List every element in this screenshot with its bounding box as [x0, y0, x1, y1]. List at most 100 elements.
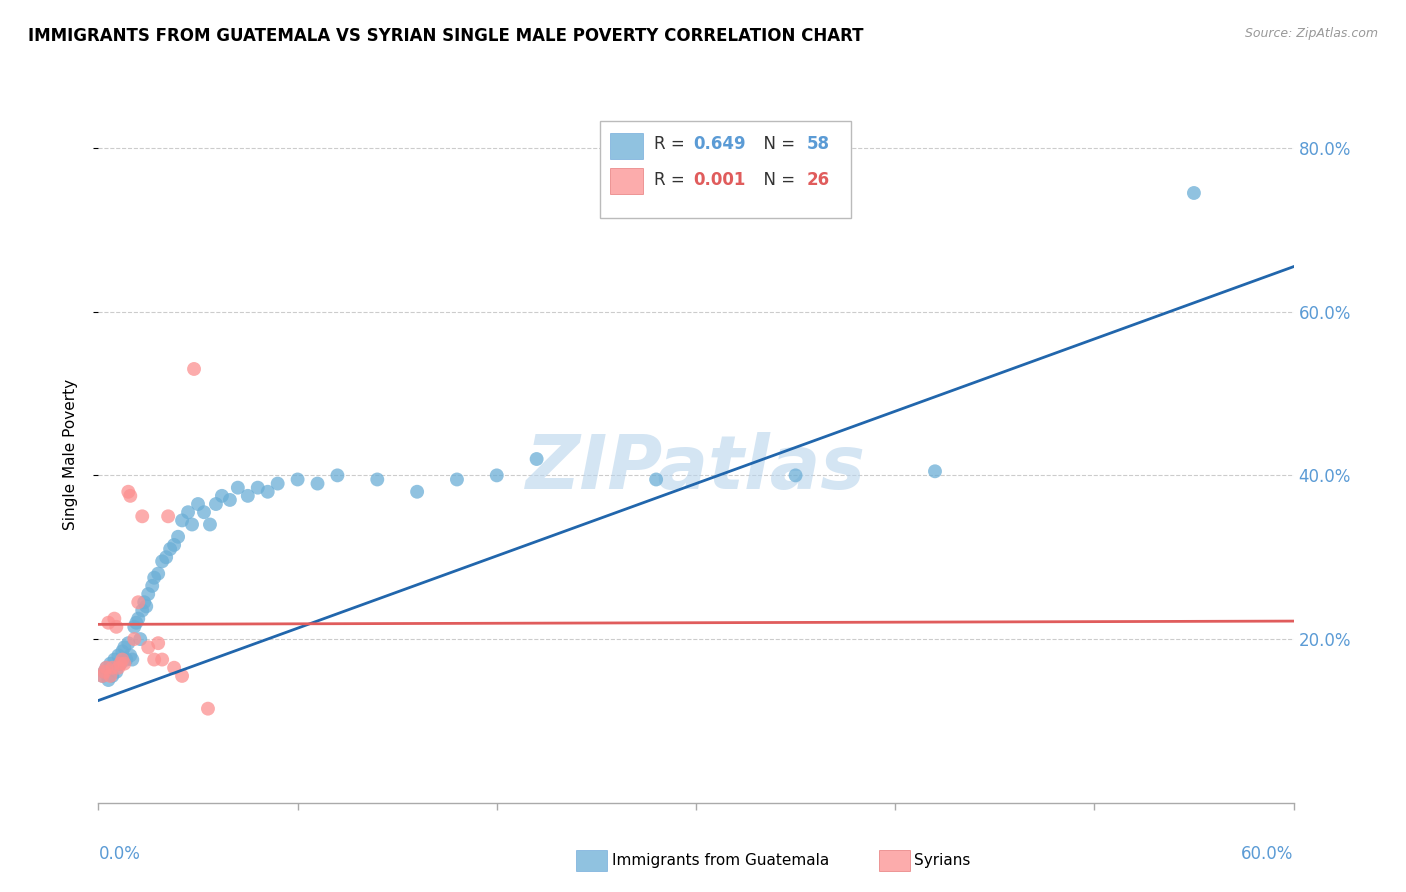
- Text: N =: N =: [754, 171, 800, 189]
- Point: [485, 468, 508, 483]
- Point: [117, 484, 139, 499]
- Point: [163, 538, 186, 552]
- Point: [1182, 186, 1205, 200]
- FancyBboxPatch shape: [610, 133, 644, 159]
- Point: [103, 612, 125, 626]
- Point: [155, 550, 177, 565]
- Text: 0.649: 0.649: [693, 135, 747, 153]
- Point: [157, 509, 180, 524]
- Text: Syrians: Syrians: [914, 854, 970, 868]
- Point: [110, 657, 132, 671]
- Point: [96, 661, 118, 675]
- Point: [526, 452, 548, 467]
- Point: [307, 476, 329, 491]
- Point: [131, 509, 153, 524]
- Point: [125, 615, 148, 630]
- Point: [924, 464, 946, 478]
- Point: [112, 657, 135, 671]
- Point: [105, 665, 128, 679]
- Text: ZIPatlas: ZIPatlas: [526, 433, 866, 506]
- Point: [101, 669, 124, 683]
- Point: [645, 473, 668, 487]
- Point: [226, 481, 249, 495]
- Point: [446, 473, 468, 487]
- Point: [136, 587, 159, 601]
- Point: [785, 468, 807, 483]
- Text: 0.0%: 0.0%: [98, 845, 141, 863]
- Point: [127, 595, 149, 609]
- Point: [366, 473, 388, 487]
- Point: [121, 652, 143, 666]
- Point: [120, 648, 142, 663]
- Text: 26: 26: [807, 171, 830, 189]
- Point: [135, 599, 157, 614]
- Point: [100, 669, 122, 683]
- Point: [287, 473, 309, 487]
- Point: [256, 484, 278, 499]
- Point: [131, 603, 153, 617]
- Point: [117, 636, 139, 650]
- Point: [177, 505, 200, 519]
- Point: [267, 476, 290, 491]
- Point: [211, 489, 233, 503]
- FancyBboxPatch shape: [610, 168, 644, 194]
- Point: [181, 517, 204, 532]
- Point: [100, 657, 122, 671]
- Point: [406, 484, 429, 499]
- Point: [148, 636, 170, 650]
- Point: [97, 673, 120, 687]
- Point: [159, 542, 181, 557]
- Point: [197, 701, 219, 715]
- Y-axis label: Single Male Poverty: Single Male Poverty: [63, 379, 77, 531]
- Point: [150, 554, 173, 568]
- Point: [105, 620, 128, 634]
- Text: 0.001: 0.001: [693, 171, 747, 189]
- Point: [112, 640, 135, 655]
- Point: [187, 497, 209, 511]
- Point: [136, 640, 159, 655]
- Text: 58: 58: [807, 135, 830, 153]
- Point: [120, 489, 142, 503]
- Point: [111, 652, 134, 666]
- Point: [163, 661, 186, 675]
- Point: [91, 669, 114, 683]
- Text: N =: N =: [754, 135, 800, 153]
- Text: R =: R =: [654, 171, 690, 189]
- Point: [97, 615, 120, 630]
- Point: [172, 669, 194, 683]
- Point: [143, 652, 166, 666]
- Point: [96, 661, 118, 675]
- Text: IMMIGRANTS FROM GUATEMALA VS SYRIAN SINGLE MALE POVERTY CORRELATION CHART: IMMIGRANTS FROM GUATEMALA VS SYRIAN SING…: [28, 27, 863, 45]
- Point: [107, 661, 129, 675]
- Point: [129, 632, 152, 646]
- Point: [115, 652, 138, 666]
- Text: R =: R =: [654, 135, 690, 153]
- Point: [236, 489, 259, 503]
- Point: [172, 513, 194, 527]
- Point: [124, 620, 146, 634]
- Point: [91, 669, 114, 683]
- Point: [111, 644, 134, 658]
- Point: [198, 517, 221, 532]
- Point: [127, 612, 149, 626]
- Point: [205, 497, 228, 511]
- Point: [326, 468, 349, 483]
- Point: [124, 632, 146, 646]
- FancyBboxPatch shape: [600, 121, 852, 219]
- Point: [101, 661, 124, 675]
- Point: [150, 652, 173, 666]
- Text: 60.0%: 60.0%: [1241, 845, 1294, 863]
- Point: [141, 579, 163, 593]
- Point: [148, 566, 170, 581]
- Text: Immigrants from Guatemala: Immigrants from Guatemala: [612, 854, 830, 868]
- Point: [246, 481, 269, 495]
- Point: [183, 362, 205, 376]
- Point: [219, 492, 242, 507]
- Point: [193, 505, 215, 519]
- Point: [134, 595, 156, 609]
- Point: [103, 652, 125, 666]
- Point: [93, 665, 115, 679]
- Point: [110, 657, 132, 671]
- Point: [143, 571, 166, 585]
- Point: [107, 648, 129, 663]
